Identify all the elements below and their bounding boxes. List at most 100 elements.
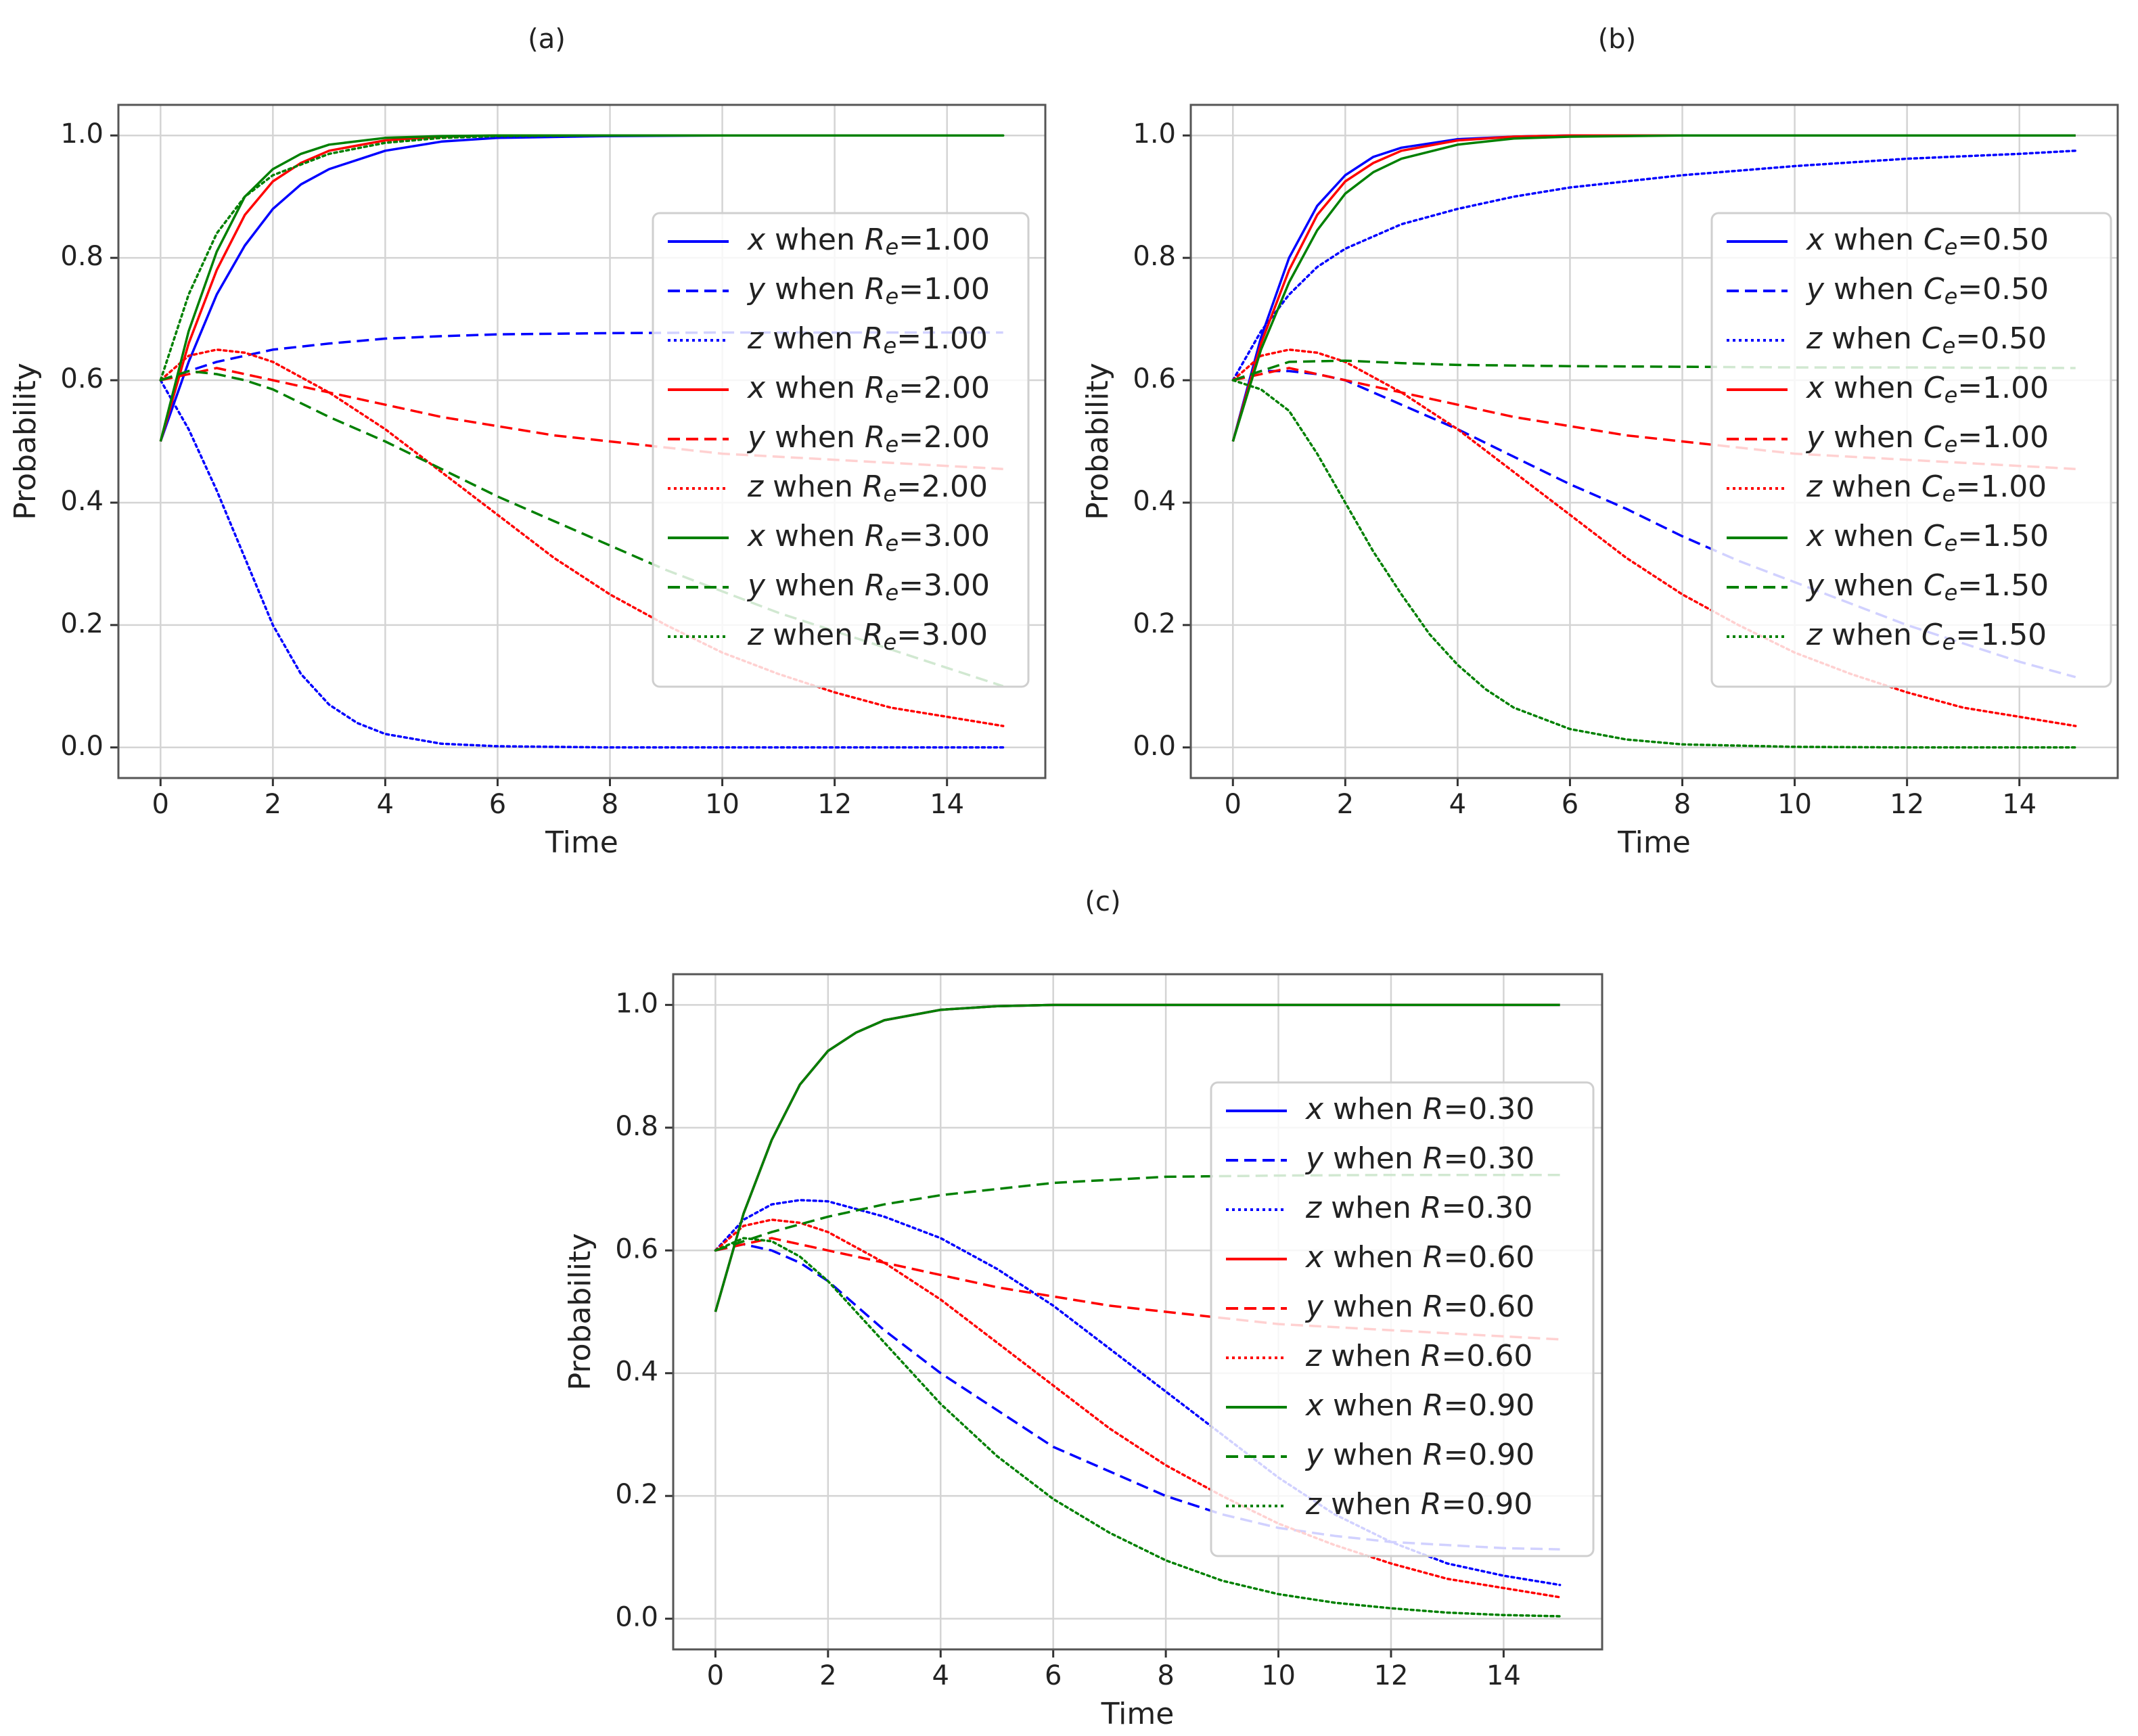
panel-label: (b): [1598, 24, 1637, 55]
legend-param-subscript: e: [884, 333, 897, 359]
legend-var: y: [746, 568, 766, 603]
legend-value: =0.90: [1443, 1438, 1534, 1472]
legend-param: C: [1921, 618, 1942, 652]
y-tick-label: 0.6: [1133, 363, 1176, 394]
legend-value: =1.00: [899, 272, 990, 306]
legend-value: =0.30: [1443, 1141, 1534, 1176]
legend-entry-label: z when R=0.60: [1305, 1339, 1532, 1373]
legend-value: =1.00: [1957, 371, 2049, 405]
legend-entry-label: y when Re=1.00: [746, 272, 990, 309]
y-axis-label: Probability: [563, 1233, 597, 1391]
legend-when: when: [1323, 1141, 1423, 1176]
y-axis-label: Probability: [8, 363, 43, 520]
legend-var: y: [1304, 1289, 1324, 1324]
legend-value: =3.00: [899, 568, 990, 603]
legend-entry-label: z when Re=1.00: [747, 321, 988, 359]
legend-when: when: [763, 321, 863, 356]
y-tick-label: 0.8: [1133, 241, 1176, 272]
legend-param-subscript: e: [885, 432, 899, 457]
y-tick-label: 0.2: [1133, 608, 1176, 639]
legend: x when Re=1.00y when Re=1.00z when Re=1.…: [652, 212, 1030, 688]
x-tick-label: 2: [1337, 789, 1354, 820]
series-line-z-1_00-0000ff: [159, 379, 1005, 749]
series-line-x-0_90-008000: [714, 1003, 1560, 1312]
y-tick-label: 0.0: [1133, 731, 1176, 762]
x-tick-label: 0: [152, 789, 169, 820]
plot-frame: [672, 973, 1604, 1651]
legend-param: R: [1423, 1438, 1444, 1472]
legend-var: z: [1806, 321, 1823, 356]
legend-entry-label: y when R=0.60: [1304, 1289, 1534, 1324]
legend-value: =1.50: [1955, 618, 2047, 652]
series-line-y-0_30-0000ff: [715, 1243, 1560, 1551]
series-line-y-1_50-008000: [1232, 359, 2076, 382]
legend-param: R: [865, 568, 886, 603]
legend-value: =1.00: [1957, 420, 2049, 455]
legend-var: x: [1805, 519, 1825, 553]
legend-when: when: [765, 371, 865, 405]
legend-var: y: [1805, 568, 1825, 603]
legend-var: z: [1305, 1487, 1322, 1522]
legend-param-subscript: e: [1944, 382, 1958, 408]
legend-param-subscript: e: [885, 530, 899, 556]
legend-value: =0.50: [1955, 321, 2047, 356]
legend-var: y: [746, 420, 766, 455]
legend-entry-label: y when Ce=1.50: [1805, 568, 2049, 606]
panel-label: (c): [1085, 886, 1120, 917]
legend-param: C: [1924, 223, 1944, 257]
legend-param: R: [865, 519, 886, 553]
legend-value: =3.00: [896, 618, 988, 652]
legend-var: y: [1805, 272, 1825, 306]
x-axis-label: Time: [1617, 825, 1691, 860]
legend-value: =0.60: [1442, 1339, 1533, 1373]
legend-when: when: [765, 223, 865, 257]
legend-value: =0.50: [1957, 223, 2049, 257]
legend-entry-label: y when Ce=1.00: [1805, 420, 2049, 457]
x-tick-label: 2: [819, 1660, 836, 1691]
plot-frame: [1189, 104, 2119, 779]
legend-param-subscript: e: [1942, 629, 1956, 655]
series-line-z-1_00-ff0000: [1231, 348, 2077, 727]
legend-param: R: [1423, 1289, 1444, 1324]
legend-var: y: [1304, 1141, 1324, 1176]
x-tick-label: 4: [377, 789, 394, 820]
legend-var: z: [747, 470, 764, 504]
legend-param: R: [863, 321, 884, 356]
legend-param: R: [865, 420, 886, 455]
panel-label: (a): [528, 24, 566, 55]
legend-entry-label: z when R=0.30: [1305, 1191, 1532, 1225]
legend-entry-label: z when Ce=1.50: [1806, 618, 2047, 655]
legend-when: when: [765, 568, 865, 603]
legend-value: =1.00: [899, 223, 990, 257]
x-tick-label: 10: [705, 789, 740, 820]
legend-when: when: [1822, 470, 1921, 504]
legend-param: C: [1921, 321, 1942, 356]
legend-var: x: [746, 519, 766, 553]
legend-var: z: [1305, 1339, 1322, 1373]
x-tick-label: 14: [930, 789, 964, 820]
legend-value: =1.50: [1957, 568, 2049, 603]
x-tick-label: 4: [1449, 789, 1466, 820]
legend-var: x: [1805, 371, 1825, 405]
legend-value: =2.00: [899, 420, 990, 455]
legend-param: C: [1924, 519, 1944, 553]
legend-value: =2.00: [896, 470, 988, 504]
x-tick-label: 10: [1777, 789, 1812, 820]
legend-param: R: [1423, 1388, 1444, 1423]
series-line-z-1_50-008000: [1231, 379, 2077, 749]
x-tick-label: 8: [1157, 1660, 1174, 1691]
legend-param-subscript: e: [1942, 481, 1956, 507]
legend-entry-label: y when R=0.30: [1304, 1141, 1534, 1176]
x-tick-label: 8: [1674, 789, 1691, 820]
series-line-z-3_00-008000: [159, 134, 1005, 382]
legend-param: R: [1421, 1487, 1442, 1522]
x-axis-label: Time: [1101, 1697, 1175, 1731]
legend-when: when: [1824, 371, 1924, 405]
legend-when: when: [1824, 519, 1924, 553]
legend-param-subscript: e: [884, 629, 897, 655]
y-tick-label: 0.8: [60, 241, 104, 272]
legend-param: C: [1924, 568, 1944, 603]
x-axis-label: Time: [545, 825, 618, 860]
legend-entry-label: x when Ce=0.50: [1805, 223, 2049, 260]
